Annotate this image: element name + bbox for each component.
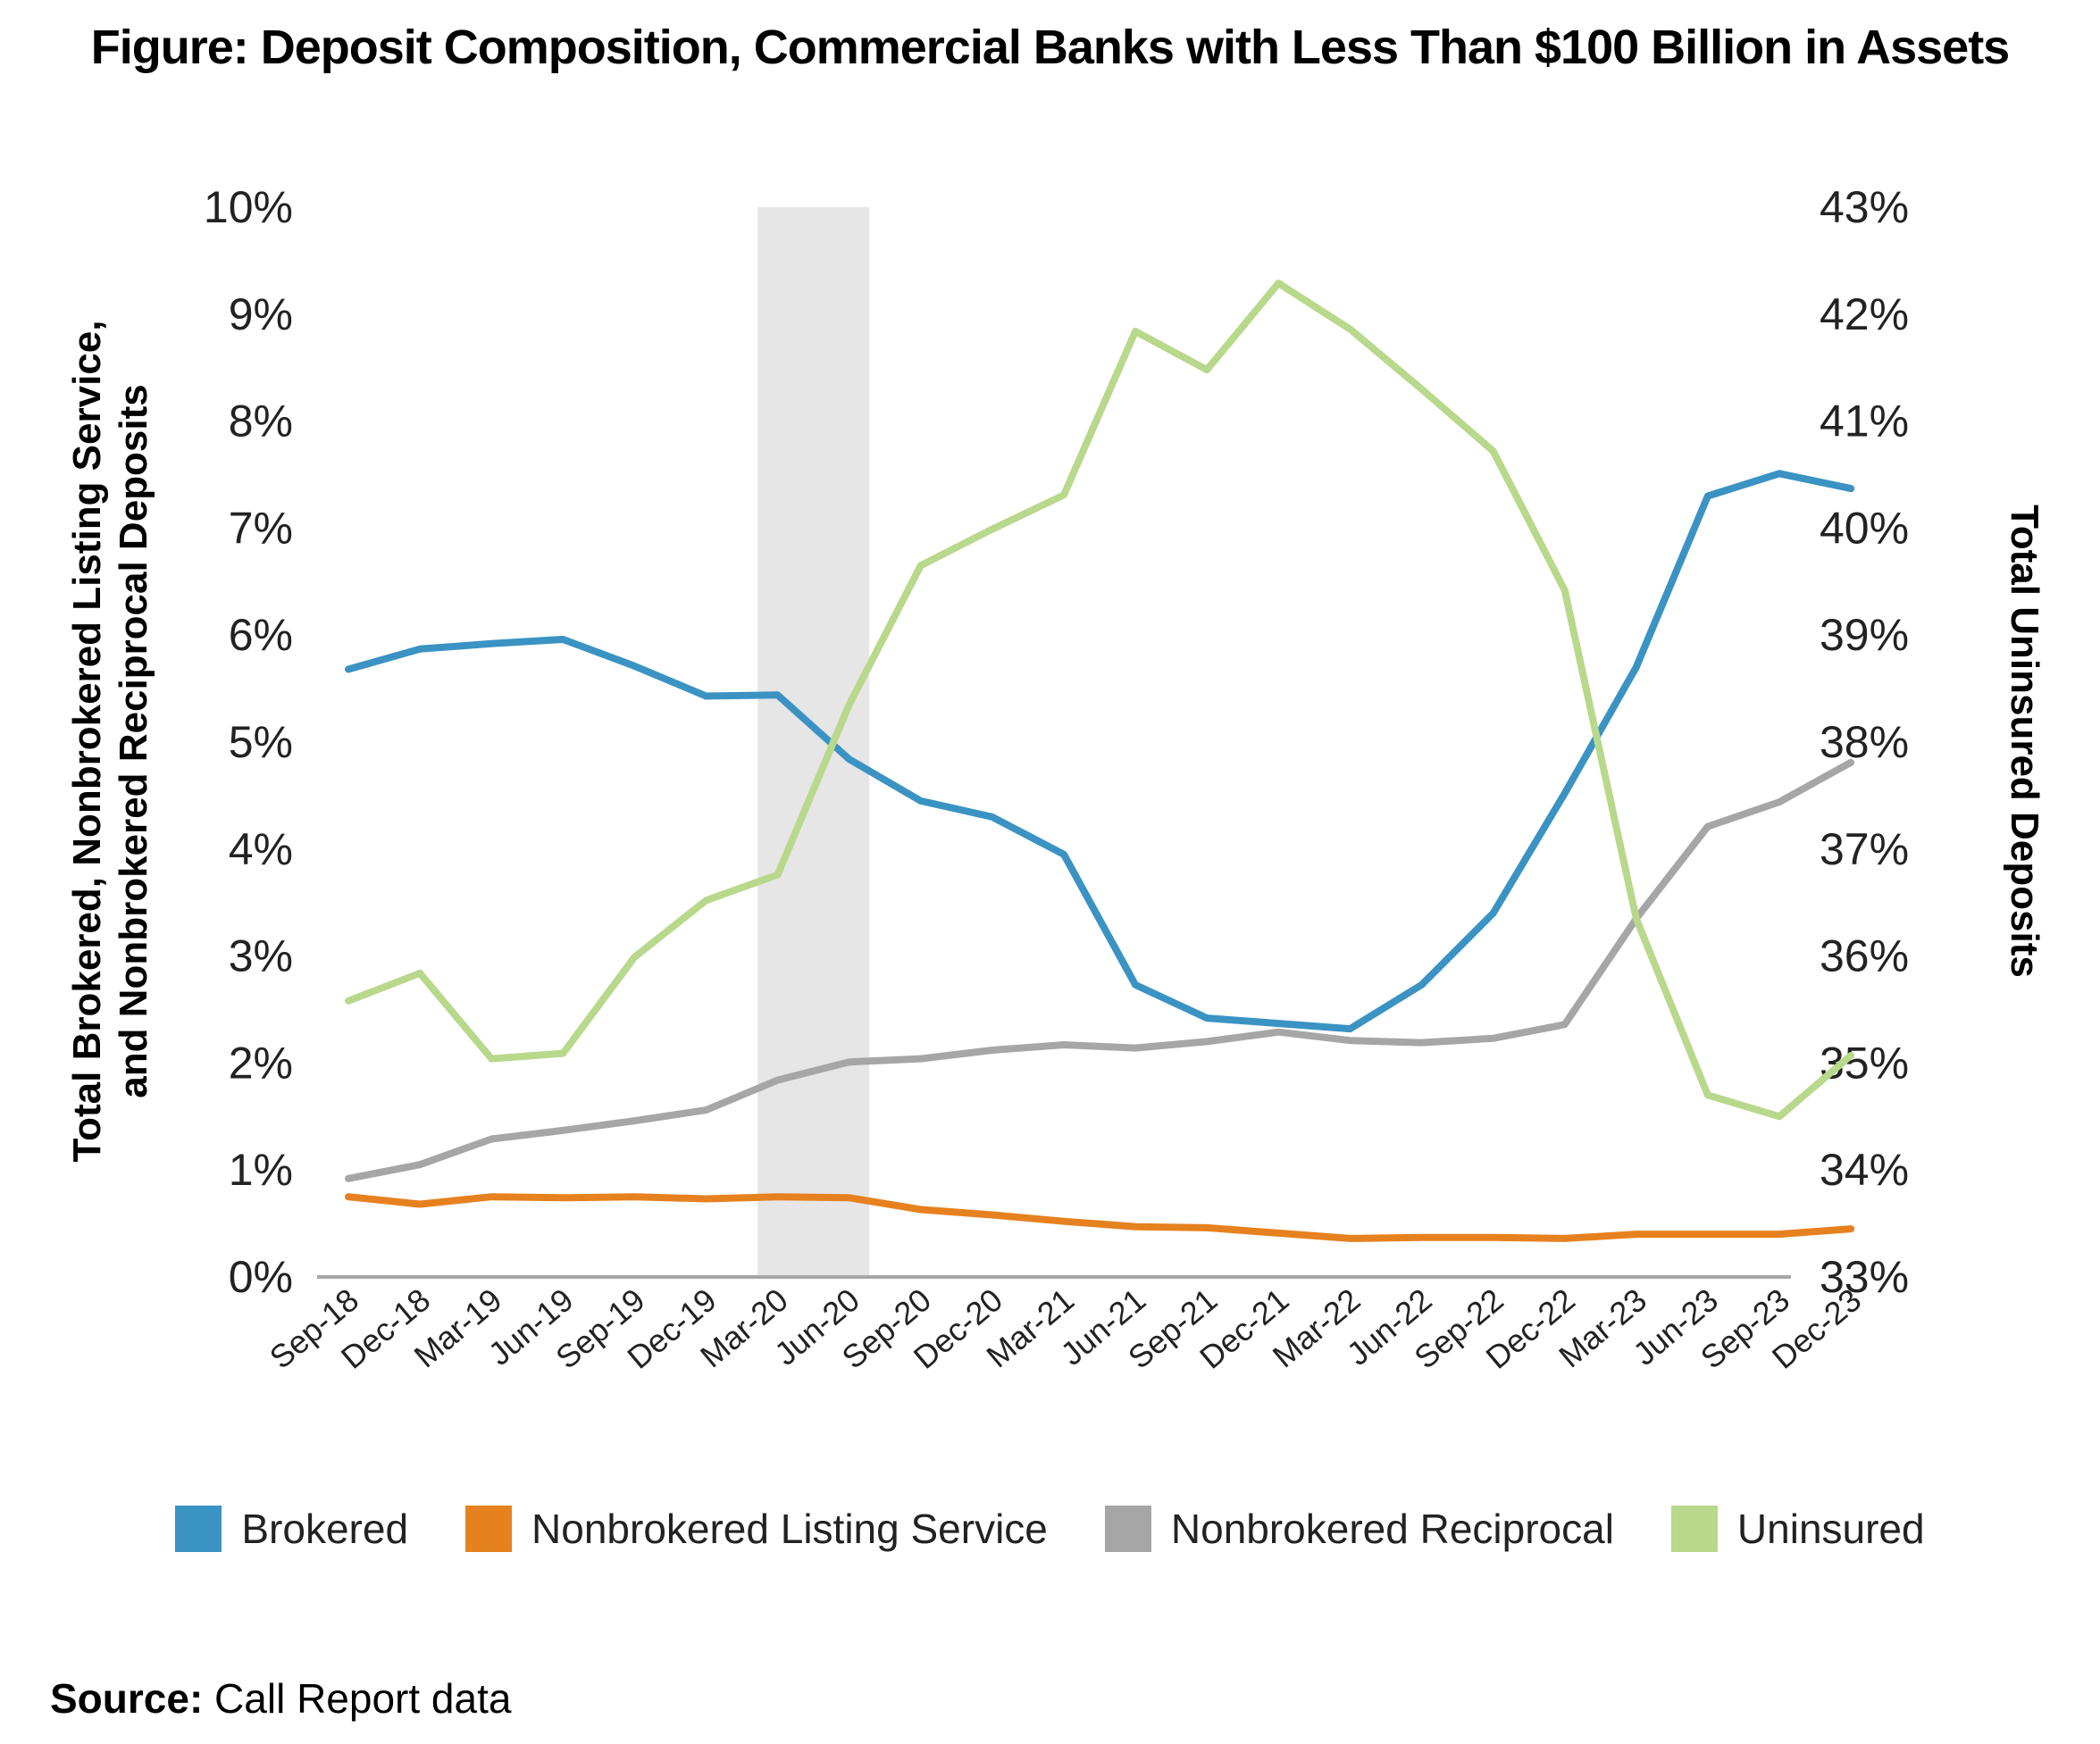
left-tick-label: 7% xyxy=(229,503,293,553)
series-lines xyxy=(345,280,1855,1242)
legend-label: Brokered xyxy=(241,1506,409,1552)
legend-label: Nonbrokered Listing Service xyxy=(531,1506,1048,1552)
left-tick-label: 4% xyxy=(229,824,293,874)
right-tick-label: 41% xyxy=(1820,396,1909,446)
series-line-nonbrokered-reciprocal xyxy=(345,758,1855,1182)
legend-swatch xyxy=(1104,1506,1151,1552)
legend: Brokered Nonbrokered Listing Service Nonbr… xyxy=(0,1505,2100,1553)
legend-label: Nonbrokered Reciprocal xyxy=(1170,1506,1614,1552)
left-tick-label: 3% xyxy=(229,931,293,981)
left-tick-label: 6% xyxy=(229,610,293,660)
right-tick-label: 34% xyxy=(1820,1145,1909,1195)
legend-label: Uninsured xyxy=(1736,1506,1925,1552)
legend-item: Nonbrokered Reciprocal xyxy=(1104,1505,1614,1553)
left-tick-label: 10% xyxy=(204,182,293,232)
chart-title: Figure: Deposit Composition, Commercial … xyxy=(90,21,2010,74)
legend-item: Nonbrokered Listing Service xyxy=(465,1505,1048,1553)
left-tick-label: 5% xyxy=(229,717,293,767)
left-axis-title-line: and Nonbrokered Reciprocal Deposits xyxy=(112,384,155,1098)
series-line-brokered xyxy=(345,470,1855,1033)
legend-swatch xyxy=(465,1506,513,1552)
left-tick-label: 1% xyxy=(229,1145,293,1195)
right-tick-label: 42% xyxy=(1820,289,1909,339)
right-axis-title: Total Uninsured Deposits xyxy=(2003,505,2046,978)
series-line-uninsured xyxy=(345,280,1855,1121)
right-tick-label: 38% xyxy=(1820,717,1909,767)
left-axis-title-line: Total Brokered, Nonbrokered Listing Serv… xyxy=(65,321,109,1163)
left-axis-ticks: 0% 1% 2% 3% 4% 5% 6% 7% 8% 9% 10% xyxy=(204,182,293,1302)
left-tick-label: 0% xyxy=(229,1252,293,1302)
series-line-nonbrokered-listing-service xyxy=(345,1193,1855,1242)
left-tick-label: 8% xyxy=(229,396,293,446)
right-tick-label: 40% xyxy=(1820,503,1909,553)
shaded-period xyxy=(757,207,870,1277)
legend-swatch xyxy=(1670,1506,1718,1552)
right-tick-label: 33% xyxy=(1820,1252,1909,1302)
left-tick-label: 9% xyxy=(229,289,293,339)
right-tick-label: 35% xyxy=(1820,1038,1909,1088)
right-tick-label: 39% xyxy=(1820,610,1909,660)
right-tick-label: 43% xyxy=(1820,182,1909,232)
x-axis-ticks: Sep-18Dec-18Mar-19Jun-19Sep-19Dec-19Mar-… xyxy=(263,1281,1868,1376)
legend-item: Uninsured xyxy=(1670,1505,1925,1553)
source-note: Source: Call Report data xyxy=(50,1674,511,1723)
source-text: Call Report data xyxy=(214,1675,512,1722)
source-label: Source: xyxy=(50,1675,204,1722)
right-tick-label: 36% xyxy=(1820,931,1909,981)
left-tick-label: 2% xyxy=(229,1038,293,1088)
right-tick-label: 37% xyxy=(1820,824,1909,874)
shaded-region xyxy=(757,207,870,1277)
right-axis-ticks: 33% 34% 35% 36% 37% 38% 39% 40% 41% 42% 43% xyxy=(1820,182,1909,1302)
legend-swatch xyxy=(175,1506,222,1552)
legend-item: Brokered xyxy=(175,1505,408,1553)
left-axis-title: Total Brokered, Nonbrokered Listing Serv… xyxy=(65,321,155,1163)
